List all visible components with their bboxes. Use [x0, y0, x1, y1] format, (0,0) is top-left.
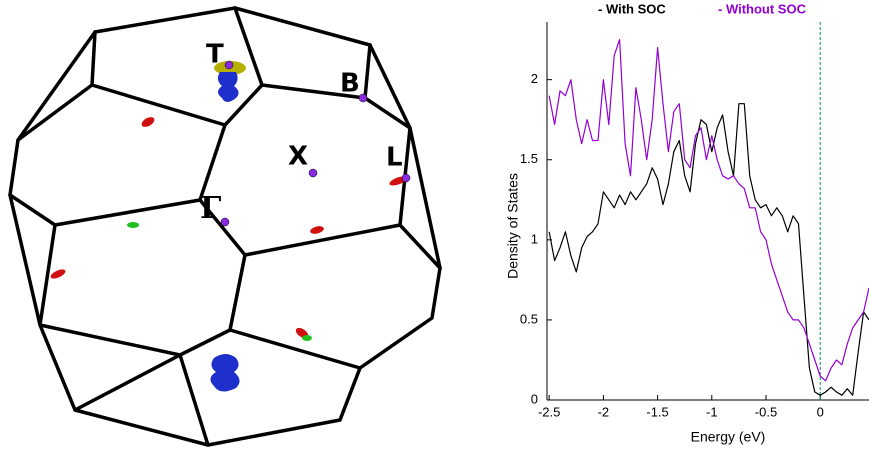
k-point — [359, 94, 367, 102]
k-point — [309, 169, 317, 177]
k-point-label: X — [288, 142, 308, 172]
x-axis-label: Energy (eV) — [691, 429, 766, 445]
legend-entry: - Without SOC — [718, 1, 807, 16]
fermi-pocket — [210, 354, 239, 392]
k-point — [225, 61, 233, 69]
dos-chart: 0 0.5 1 1.5 2 -2.5 -2 -1.5 -1 -0.5 0 Energy (eV) Den… — [505, 1, 869, 444]
dos-line — [549, 40, 869, 381]
k-point — [402, 174, 410, 182]
x-tick-label: -2.5 — [538, 404, 560, 419]
legend-entry: - With SOC — [598, 1, 666, 16]
fermi-pocket — [140, 115, 156, 129]
x-tick-label: -1.5 — [646, 404, 668, 419]
fermi-pocket — [309, 225, 324, 235]
y-axis-label: Density of States — [505, 173, 521, 279]
x-tick-label: -2 — [598, 404, 610, 419]
k-point-label: Γ — [200, 191, 221, 226]
fermi-pocket — [302, 335, 312, 341]
fermi-pocket — [218, 72, 239, 102]
y-tick-label: 0 — [531, 391, 538, 406]
x-tick-label: -0.5 — [755, 404, 777, 419]
y-tick-label: 0.5 — [520, 311, 538, 326]
k-point — [221, 218, 229, 226]
y-tick-label: 2 — [531, 71, 538, 86]
k-point-label: B — [340, 69, 360, 99]
y-tick-label: 1 — [531, 231, 538, 246]
brillouin-zone: T B X L Γ — [10, 8, 440, 445]
x-tick-label: 0 — [817, 404, 824, 419]
fermi-pocket — [49, 267, 66, 280]
fermi-pocket — [127, 222, 139, 228]
y-tick-label: 1.5 — [520, 151, 538, 166]
k-point-label: T — [206, 40, 224, 70]
x-tick-label: -1 — [706, 404, 718, 419]
figure: T B X L Γ 0 0.5 1 1.5 2 -2.5 -2 -1.5 -1 -0.5 0 Ener… — [0, 0, 869, 453]
k-point-label: L — [386, 143, 403, 173]
